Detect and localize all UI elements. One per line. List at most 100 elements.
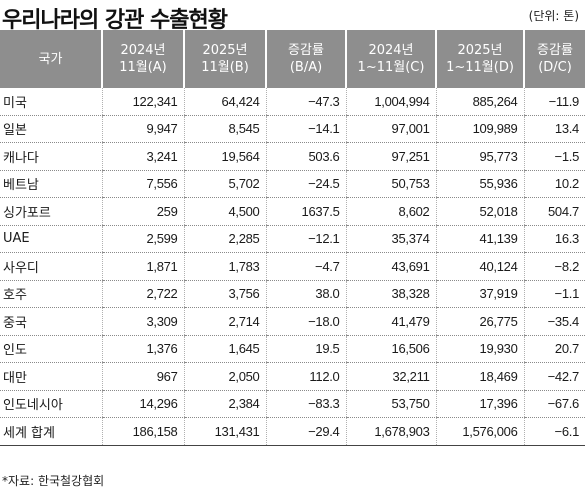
country-cell: 싱가포르 [0,197,102,226]
value-cell: 1637.5 [265,197,346,226]
value-cell: −4.7 [265,252,346,281]
table-row: 일본 9,947 8,545 −14.1 97,001 109,989 13.4 [0,115,585,143]
value-cell: −18.0 [265,307,346,336]
header-row: 국가 2024년 11월(A) 2025년 11월(B) 증감률 (B/A) 2024년 1~1… [0,30,585,88]
value-cell: 1,645 [183,335,266,363]
value-cell: 38,328 [345,280,436,308]
value-cell: −35.4 [523,307,585,336]
column-header-line: 증감률 [288,43,324,58]
value-cell: 1,004,994 [345,88,436,116]
column-header-line: (D/C) [538,60,572,75]
value-cell: 112.0 [265,362,346,391]
table-header: 국가 2024년 11월(A) 2025년 11월(B) 증감률 (B/A) 2024년 1~1… [0,30,585,88]
value-cell: 131,431 [183,417,266,446]
value-cell: 97,251 [345,142,436,171]
value-cell: 3,756 [183,280,266,308]
value-cell: −1.5 [523,142,585,171]
value-cell: 2,722 [101,280,184,308]
value-cell: 5,702 [183,170,266,198]
country-cell: 캐나다 [0,142,102,171]
value-cell: 109,989 [435,115,524,143]
column-header-line: 1~11월(D) [446,60,514,75]
column-header-line: (B/A) [289,60,323,75]
value-cell: 2,384 [183,390,266,418]
column-header-line: 11월(B) [201,60,249,75]
country-cell: 대만 [0,362,102,391]
country-cell: 일본 [0,115,102,143]
value-cell: 10.2 [523,170,585,198]
table-row: 호주 2,722 3,756 38.0 38,328 37,919 −1.1 [0,280,585,308]
unit-label: (단위: 톤) [528,9,579,23]
country-cell: 인도네시아 [0,390,102,418]
value-cell: 7,556 [101,170,184,198]
source-note: *자료: 한국철강협회 [2,474,105,488]
value-cell: 13.4 [523,115,585,143]
table-body: 미국 122,341 64,424 −47.3 1,004,994 885,264 −11.… [0,88,585,446]
value-cell: 1,576,006 [435,417,524,446]
column-header-line: 2025년 [457,43,503,58]
value-cell: 97,001 [345,115,436,143]
value-cell: 504.7 [523,197,585,226]
column-header: 국가 [0,30,102,88]
value-cell: 55,936 [435,170,524,198]
table-row: 중국 3,309 2,714 −18.0 41,479 26,775 −35.4 [0,307,585,336]
column-header-line: 2025년 [202,43,248,58]
value-cell: 3,309 [101,307,184,336]
country-cell: UAE [0,225,102,253]
column-header-line: 증감률 [537,43,573,58]
column-header: 2025년 1~11월(D) [435,30,524,88]
value-cell: −14.1 [265,115,346,143]
table-row: 미국 122,341 64,424 −47.3 1,004,994 885,264 −11.… [0,88,585,116]
value-cell: −29.4 [265,417,346,446]
value-cell: 19.5 [265,335,346,363]
country-cell: 중국 [0,307,102,336]
value-cell: 32,211 [345,362,436,391]
country-cell: 베트남 [0,170,102,198]
value-cell: 43,691 [345,252,436,281]
column-header: 2024년 11월(A) [101,30,184,88]
value-cell: 503.6 [265,142,346,171]
value-cell: 50,753 [345,170,436,198]
value-cell: 37,919 [435,280,524,308]
value-cell: 20.7 [523,335,585,363]
value-cell: −11.9 [523,88,585,116]
value-cell: 2,599 [101,225,184,253]
value-cell: 95,773 [435,142,524,171]
page-title: 우리나라의 강관 수출현황 [2,8,228,33]
value-cell: 186,158 [101,417,184,446]
export-table: 국가 2024년 11월(A) 2025년 11월(B) 증감률 (B/A) 2024년 1~1… [0,30,585,446]
value-cell: 1,871 [101,252,184,281]
country-cell: 세계 합계 [0,417,102,446]
value-cell: 259 [101,197,184,226]
column-header-line: 2024년 [120,43,166,58]
country-cell: 사우디 [0,252,102,281]
value-cell: 35,374 [345,225,436,253]
column-header: 2025년 11월(B) [183,30,266,88]
total-row: 세계 합계 186,158 131,431 −29.4 1,678,903 1,576,0… [0,417,585,446]
value-cell: 967 [101,362,184,391]
table-row: 사우디 1,871 1,783 −4.7 43,691 40,124 −8.2 [0,252,585,281]
value-cell: 16.3 [523,225,585,253]
value-cell: −6.1 [523,417,585,446]
value-cell: −83.3 [265,390,346,418]
value-cell: 122,341 [101,88,184,116]
country-cell: 미국 [0,88,102,116]
value-cell: −8.2 [523,252,585,281]
value-cell: 3,241 [101,142,184,171]
column-header: 증감률 (D/C) [523,30,585,88]
value-cell: 1,678,903 [345,417,436,446]
value-cell: 18,469 [435,362,524,391]
value-cell: 52,018 [435,197,524,226]
value-cell: 41,479 [345,307,436,336]
column-header: 증감률 (B/A) [265,30,346,88]
table-row: 베트남 7,556 5,702 −24.5 50,753 55,936 10.2 [0,170,585,198]
value-cell: 14,296 [101,390,184,418]
column-header: 2024년 1~11월(C) [345,30,436,88]
value-cell: 1,376 [101,335,184,363]
table-row: 인도 1,376 1,645 19.5 16,506 19,930 20.7 [0,335,585,363]
value-cell: 4,500 [183,197,266,226]
value-cell: 2,050 [183,362,266,391]
value-cell: 2,285 [183,225,266,253]
value-cell: 64,424 [183,88,266,116]
value-cell: −67.6 [523,390,585,418]
